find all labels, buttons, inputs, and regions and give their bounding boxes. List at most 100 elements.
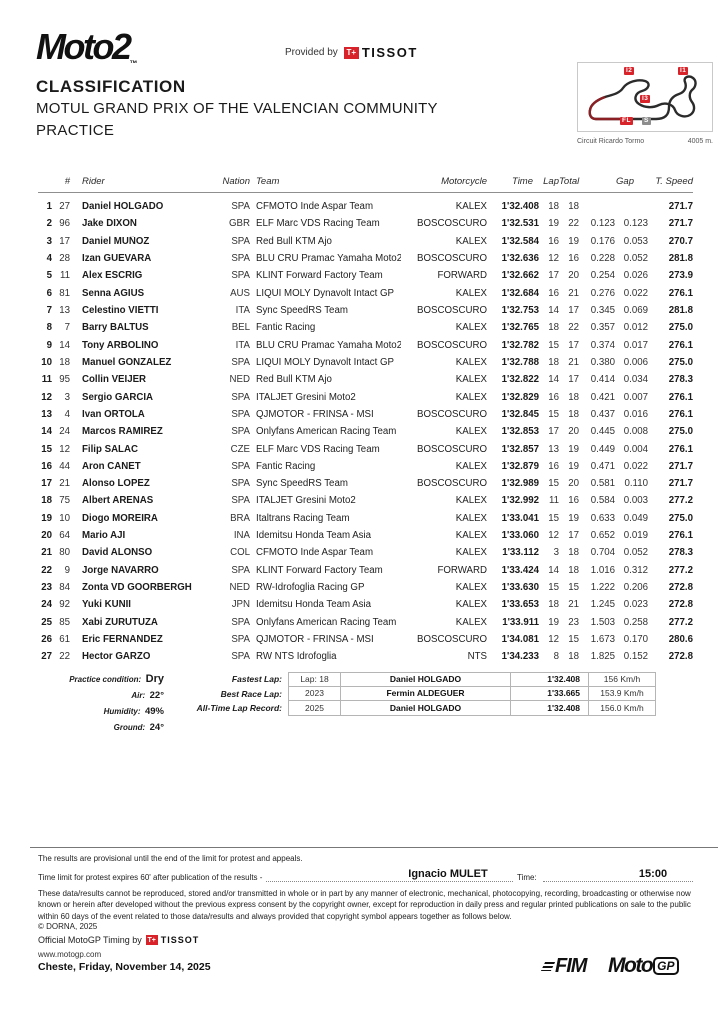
cell-motorcycle: KALEX	[455, 374, 487, 386]
cell-number: 7	[64, 322, 70, 334]
gp-badge: GP	[653, 957, 679, 975]
signatory-name: Ignacio MULET	[408, 868, 488, 880]
motogp-logo: Moto GP	[608, 954, 679, 978]
cell-number: 27	[59, 201, 70, 213]
cell-time: 1'34.081	[501, 633, 539, 645]
cell-time: 1'32.531	[501, 218, 539, 230]
cell-team: ELF Marc VDS Racing Team	[256, 218, 380, 230]
cell-number: 75	[59, 495, 70, 507]
cell-lap: 11	[548, 495, 559, 507]
tissot-wordmark: TISSOT	[160, 935, 200, 945]
cell-nation: INA	[233, 530, 250, 542]
cell-motorcycle: BOSCOSCURO	[417, 443, 487, 455]
cell-position: 23	[41, 582, 52, 594]
cell-nation: SPA	[231, 253, 250, 265]
cell-number: 95	[59, 374, 70, 386]
cell-position: 16	[41, 460, 52, 472]
cell-team: Red Bull KTM Ajo	[256, 235, 332, 247]
cell-number: 96	[59, 218, 70, 230]
cell-time: 1'32.584	[501, 235, 539, 247]
cell-nation: ITA	[235, 339, 250, 351]
record-rider: Daniel HOLGADO	[340, 672, 510, 687]
cell-rider-name: Barry BALTUS	[82, 322, 149, 334]
cell-motorcycle: NTS	[467, 651, 487, 663]
cell-top-speed: 272.8	[668, 599, 693, 611]
cell-lap: 17	[548, 270, 559, 282]
intermediate-1-marker: I1	[678, 67, 689, 75]
cell-rider-name: Albert ARENAS	[82, 495, 154, 507]
cell-rider-name: Manuel GONZALEZ	[82, 356, 172, 368]
cell-lap: 3	[553, 547, 559, 559]
cell-total-laps: 16	[568, 253, 579, 265]
website-url: www.motogp.com	[38, 950, 102, 959]
cell-team: LIQUI MOLY Dynavolt Intact GP	[256, 356, 395, 368]
cell-gap-to-previous: 0.004	[623, 443, 648, 455]
record-time: 1'32.408	[510, 701, 588, 716]
cell-top-speed: 275.0	[668, 512, 693, 524]
tissot-wordmark: TISSOT	[361, 45, 418, 60]
ground-temp-line: Ground: 24°	[38, 719, 164, 735]
table-row: 24 92 Yuki KUNII JPN Idemitsu Honda Team…	[38, 596, 693, 613]
cell-gap-to-first: 0.584	[590, 495, 615, 507]
cell-total-laps: 17	[568, 339, 579, 351]
cell-time: 1'32.853	[501, 426, 539, 438]
cell-gap-to-previous: 0.312	[623, 564, 648, 576]
session-name: PRACTICE	[36, 122, 115, 139]
cell-gap-to-first: 0.652	[590, 530, 615, 542]
cell-gap-to-first: 0.374	[590, 339, 615, 351]
cell-position: 12	[41, 391, 52, 403]
fim-wing-icon	[540, 962, 556, 971]
time-label: Time:	[517, 873, 537, 882]
record-reference: Lap: 18	[288, 672, 340, 687]
cell-total-laps: 18	[568, 651, 579, 663]
intermediate-3-marker: I3	[640, 95, 651, 103]
cell-total-laps: 17	[568, 305, 579, 317]
record-row: Best Race Lap: 2023 Fermin ALDEGUER 1'33…	[168, 686, 656, 702]
cell-rider-name: Sergio GARCIA	[82, 391, 154, 403]
cell-gap-to-first: 0.437	[590, 408, 615, 420]
cell-top-speed: 270.7	[668, 235, 693, 247]
finish-line-marker: FL	[620, 117, 633, 125]
cell-number: 85	[59, 616, 70, 628]
cell-nation: SPA	[231, 478, 250, 490]
cell-gap-to-first: 0.357	[590, 322, 615, 334]
cell-rider-name: Daniel HOLGADO	[82, 201, 164, 213]
cell-time: 1'32.879	[501, 460, 539, 472]
cell-gap-to-previous: 0.012	[623, 322, 648, 334]
cell-lap: 15	[548, 339, 559, 351]
cell-rider-name: Collin VEIJER	[82, 374, 147, 386]
record-rider: Daniel HOLGADO	[340, 701, 510, 716]
record-reference: 2023	[288, 686, 340, 702]
cell-rider-name: Daniel MUÑOZ	[82, 235, 150, 247]
air-temp-value: 22°	[149, 690, 164, 701]
cell-motorcycle: BOSCOSCURO	[417, 253, 487, 265]
cell-top-speed: 276.1	[668, 339, 693, 351]
cell-lap: 14	[548, 305, 559, 317]
record-time: 1'33.665	[510, 686, 588, 702]
cell-motorcycle: BOSCOSCURO	[417, 633, 487, 645]
cell-nation: SPA	[231, 564, 250, 576]
cell-total-laps: 20	[568, 426, 579, 438]
cell-total-laps: 19	[568, 460, 579, 472]
ground-temp-value: 24°	[149, 722, 164, 733]
table-row: 4 28 Izan GUEVARA SPA BLU CRU Pramac Yam…	[38, 250, 693, 267]
cell-lap: 18	[548, 599, 559, 611]
cell-top-speed: 276.1	[668, 287, 693, 299]
table-row: 8 7 Barry BALTUS BEL Fantic Racing KALEX…	[38, 319, 693, 336]
air-temp-line: Air: 22°	[38, 687, 164, 703]
cell-motorcycle: KALEX	[455, 201, 487, 213]
cell-motorcycle: KALEX	[455, 512, 487, 524]
cell-number: 24	[59, 426, 70, 438]
cell-number: 10	[59, 512, 70, 524]
circuit-caption: Circuit Ricardo Tormo 4005 m.	[577, 138, 713, 145]
cell-nation: BRA	[230, 512, 250, 524]
cell-rider-name: Mario AJI	[82, 530, 126, 542]
cell-top-speed: 271.7	[668, 218, 693, 230]
cell-position: 13	[41, 408, 52, 420]
cell-nation: SPA	[231, 460, 250, 472]
fim-wordmark: FIM	[555, 955, 587, 977]
cell-gap-to-first: 0.704	[590, 547, 615, 559]
cell-gap-to-first: 1.016	[590, 564, 615, 576]
cell-lap: 15	[548, 512, 559, 524]
